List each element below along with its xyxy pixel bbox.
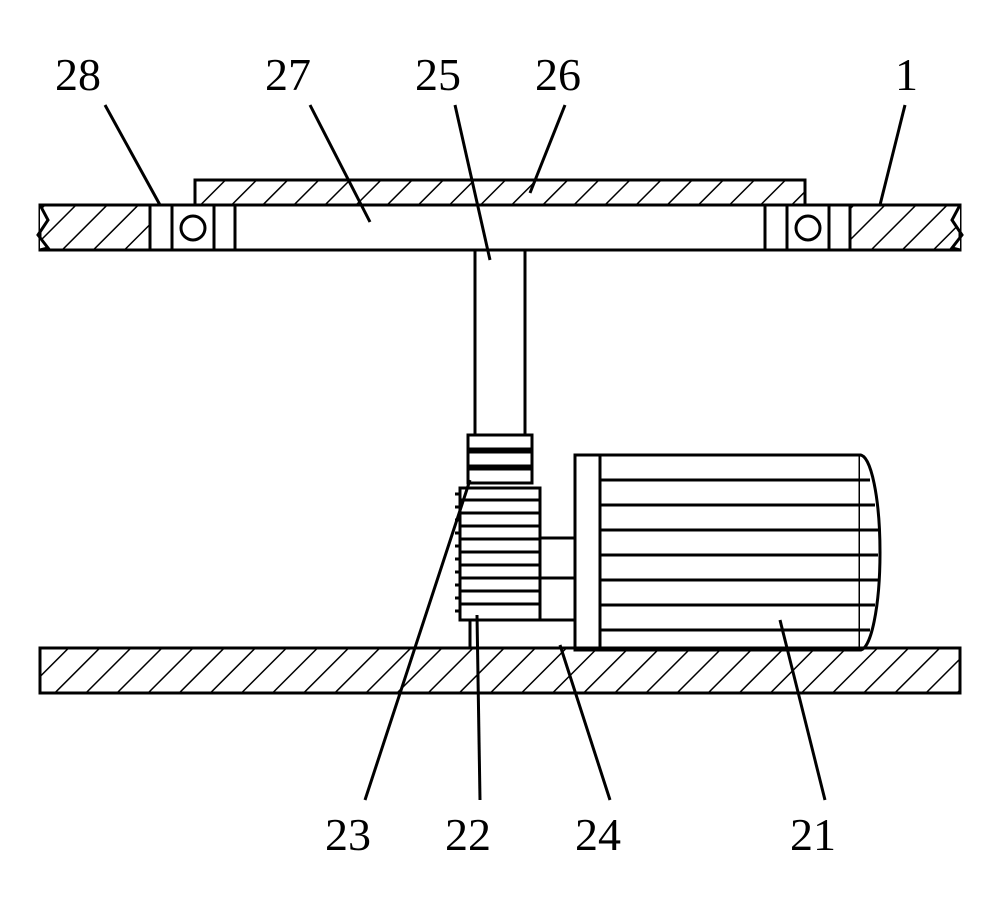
- motor: [575, 455, 880, 650]
- shaft-upper: [475, 250, 525, 435]
- mechanical-diagram: 28 27 25 26 1 23 22 24 21: [0, 0, 1000, 900]
- disc-body: [235, 205, 765, 250]
- label-25: 25: [415, 49, 461, 100]
- label-26: 26: [535, 49, 581, 100]
- beam-left: [40, 205, 150, 250]
- bearing-right-ball: [796, 216, 820, 240]
- label-23: 23: [325, 809, 371, 860]
- beam-right: [850, 205, 960, 250]
- label-28: 28: [55, 49, 101, 100]
- bearing-left-ball: [181, 216, 205, 240]
- coupling: [540, 538, 575, 578]
- cap-plate: [195, 180, 805, 205]
- label-22: 22: [445, 809, 491, 860]
- floor-slab: [40, 648, 960, 693]
- label-1: 1: [895, 49, 918, 100]
- label-24: 24: [575, 809, 621, 860]
- shaft-collars: [468, 435, 532, 483]
- worm-gear: [455, 488, 540, 620]
- pedestal: [470, 620, 585, 648]
- label-21: 21: [790, 809, 836, 860]
- label-27: 27: [265, 49, 311, 100]
